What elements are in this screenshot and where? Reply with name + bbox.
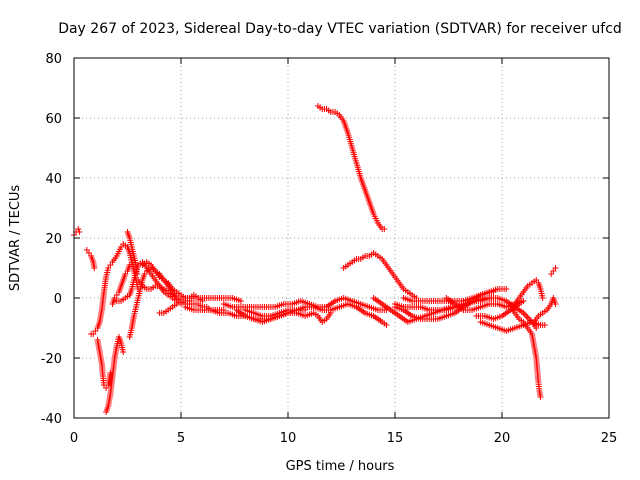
grid-lines xyxy=(74,58,609,418)
y-tick-label: -20 xyxy=(41,352,62,367)
data-point-arc-29 xyxy=(552,301,559,307)
y-tick-labels: -40 -20 0 20 40 60 80 xyxy=(41,52,62,427)
y-tick-label: 20 xyxy=(45,232,62,247)
x-tick-label: 25 xyxy=(601,431,618,446)
y-axis-label: SDTVAR / TECUs xyxy=(8,185,23,292)
data-point-arc-22 xyxy=(523,313,530,319)
data-point-arc-30 xyxy=(552,265,559,271)
y-tick-label: 60 xyxy=(45,112,62,127)
data-point-arc-13 xyxy=(237,298,244,304)
x-tick-label: 20 xyxy=(494,431,511,446)
x-tick-label: 10 xyxy=(280,431,297,446)
y-tick-label: 80 xyxy=(45,52,62,67)
data-point-arc-01 xyxy=(75,226,82,232)
data-point-arc-22 xyxy=(526,316,533,322)
axis-ticks xyxy=(73,57,610,419)
chart-title: Day 267 of 2023, Sidereal Day-to-day VTE… xyxy=(58,21,622,37)
data-point-arc-17 xyxy=(383,322,390,328)
x-tick-label: 15 xyxy=(387,431,404,446)
data-point-arc-26 xyxy=(541,322,548,328)
x-tick-label: 0 xyxy=(70,431,78,446)
x-tick-labels: 0 5 10 15 20 25 xyxy=(70,431,617,446)
x-axis-label: GPS time / hours xyxy=(286,459,395,474)
data-point-arc-22 xyxy=(521,311,528,318)
data-point-arc-28 xyxy=(539,295,546,301)
y-tick-label: -40 xyxy=(41,412,62,427)
y-tick-label: 0 xyxy=(54,292,62,307)
data-point-arc-22 xyxy=(524,314,531,321)
data-point-arc-01 xyxy=(76,229,83,235)
data-points xyxy=(71,103,559,415)
data-point-arc-23 xyxy=(503,286,510,292)
data-point-arc-06 xyxy=(126,262,133,268)
data-point-arc-25 xyxy=(520,298,527,304)
y-tick-label: 40 xyxy=(45,172,62,187)
x-tick-label: 5 xyxy=(177,431,185,446)
data-point-arc-18 xyxy=(381,226,388,232)
data-point-arc-05 xyxy=(120,349,127,355)
data-point-arc-02 xyxy=(91,265,98,271)
data-point-arc-27 xyxy=(537,394,544,400)
data-point-arc-08 xyxy=(134,271,141,277)
